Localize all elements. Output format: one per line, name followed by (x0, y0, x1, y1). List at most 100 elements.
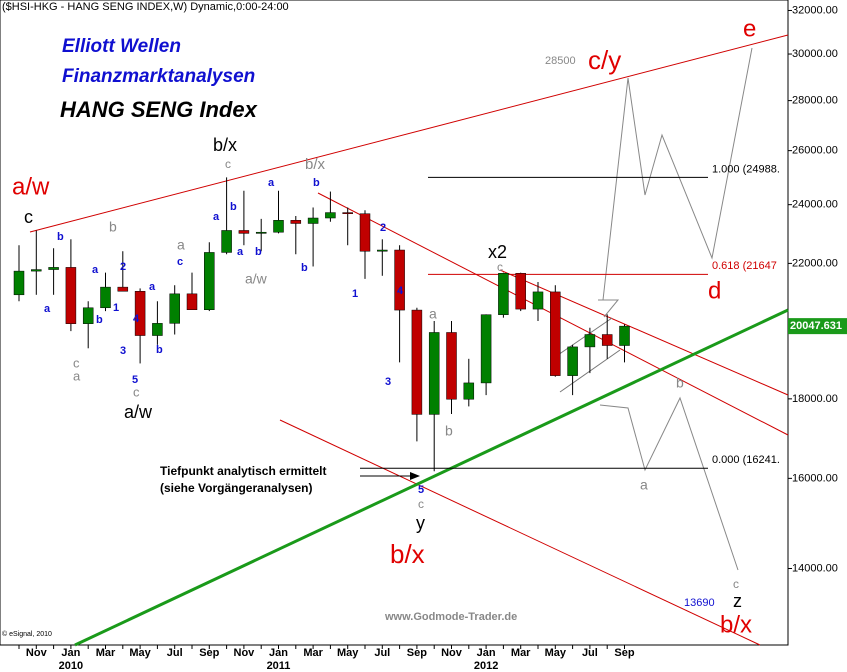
candle-body (152, 323, 163, 336)
annotation: a (177, 237, 185, 253)
candle-body (498, 273, 509, 315)
x-tick-label: Jul (167, 647, 183, 659)
candle-body (204, 252, 215, 310)
annotation: c (733, 577, 739, 591)
chart-title: ($HSI-HKG - HANG SENG INDEX,W) Dynamic,0… (2, 1, 289, 13)
annotation: b/x (305, 156, 326, 173)
annotation: b (445, 423, 453, 439)
annotation: c (497, 260, 503, 274)
annotation: a (640, 477, 648, 493)
annotation: x2 (488, 242, 507, 262)
annotation: b (676, 375, 684, 391)
candle-body (584, 334, 596, 348)
annotation: © eSignal, 2010 (2, 630, 52, 638)
x-tick-label: Nov (26, 647, 48, 659)
last-price-box (788, 318, 847, 335)
annotation: a (73, 368, 81, 383)
channel-line (554, 317, 613, 358)
annotation: a/w (12, 173, 50, 200)
annotation: b (255, 246, 262, 258)
annotation: a (213, 211, 220, 223)
upper-trend-line (29, 34, 789, 233)
annotation: 3 (120, 345, 126, 357)
support-line (74, 308, 789, 647)
last-price-label: 20047.631 (790, 320, 842, 332)
x-tick-label: Sep (407, 647, 427, 659)
annotation: 1 (352, 288, 358, 300)
annotation: 13690 (684, 597, 715, 609)
x-tick-label: Jul (374, 647, 390, 659)
annotation: b/x (720, 611, 752, 638)
down-trend-line (499, 269, 789, 396)
candle-body (342, 212, 353, 214)
x-tick-label: Jan (477, 647, 496, 659)
annotation: c (225, 157, 231, 171)
forecast-box (598, 299, 620, 318)
candle-body (532, 291, 544, 310)
candle-body (31, 269, 42, 272)
y-tick-label: 18000.00 (792, 393, 838, 405)
x-tick-label: May (129, 647, 151, 659)
candle-body (515, 273, 526, 310)
annotation: a/w (124, 402, 153, 422)
x-tick-label: May (545, 647, 567, 659)
x-tick-label: Sep (614, 647, 634, 659)
annotation: Finanzmarktanalysen (62, 66, 255, 87)
x-year-label: 2012 (474, 660, 498, 672)
x-tick-label: Mar (303, 647, 323, 659)
forecast-path (602, 47, 753, 301)
annotation: b (156, 344, 163, 356)
annotation: b (57, 231, 64, 243)
annotation: z (733, 591, 742, 611)
annotation: a (268, 177, 275, 189)
candle-body (428, 332, 440, 415)
x-tick-label: Mar (96, 647, 116, 659)
x-tick-label: Jan (269, 647, 288, 659)
fib-level-label: 0.618 (21647 (712, 260, 777, 272)
candle-body (290, 220, 302, 224)
annotation: 5 (418, 484, 424, 496)
annotation: 1 (113, 302, 119, 314)
annotation: 2 (380, 222, 386, 234)
annotation: b (313, 177, 320, 189)
candle-body (82, 307, 94, 324)
annotation: b (230, 201, 237, 213)
annotation: a (237, 246, 244, 258)
candle-body (377, 249, 388, 252)
x-tick-label: Jan (61, 647, 80, 659)
x-year-label: 2010 (59, 660, 83, 672)
candle-body (65, 267, 77, 324)
annotation: a (92, 264, 99, 276)
candle-body (134, 291, 146, 336)
annotation: b/x (390, 539, 425, 569)
candle-body (550, 291, 561, 376)
annotation: c (133, 384, 140, 399)
arrow-head (410, 472, 420, 480)
candle-body (48, 267, 59, 270)
annotation: c (73, 355, 80, 370)
candle-body (238, 230, 250, 234)
annotation: 28500 (545, 55, 576, 67)
forecast-path (599, 396, 739, 571)
candle-body (480, 314, 492, 384)
annotation: HANG SENG Index (60, 97, 258, 122)
candle-body (273, 220, 284, 233)
candle-body (601, 334, 613, 346)
candle-body (221, 230, 232, 253)
annotation: a/w (245, 271, 268, 287)
annotation: b (96, 314, 103, 326)
annotation: e (743, 15, 756, 42)
annotation: c (418, 497, 424, 511)
x-tick-label: Nov (441, 647, 463, 659)
candle-body (463, 382, 475, 400)
y-tick-label: 30000.00 (792, 48, 838, 60)
annotation: 4 (133, 313, 140, 325)
annotation: a (149, 281, 156, 293)
annotation: b (109, 219, 117, 235)
x-tick-label: May (337, 647, 359, 659)
plot-area (0, 0, 789, 646)
annotation: c (24, 207, 33, 227)
annotation: c (177, 256, 183, 268)
annotation: a (44, 303, 51, 315)
